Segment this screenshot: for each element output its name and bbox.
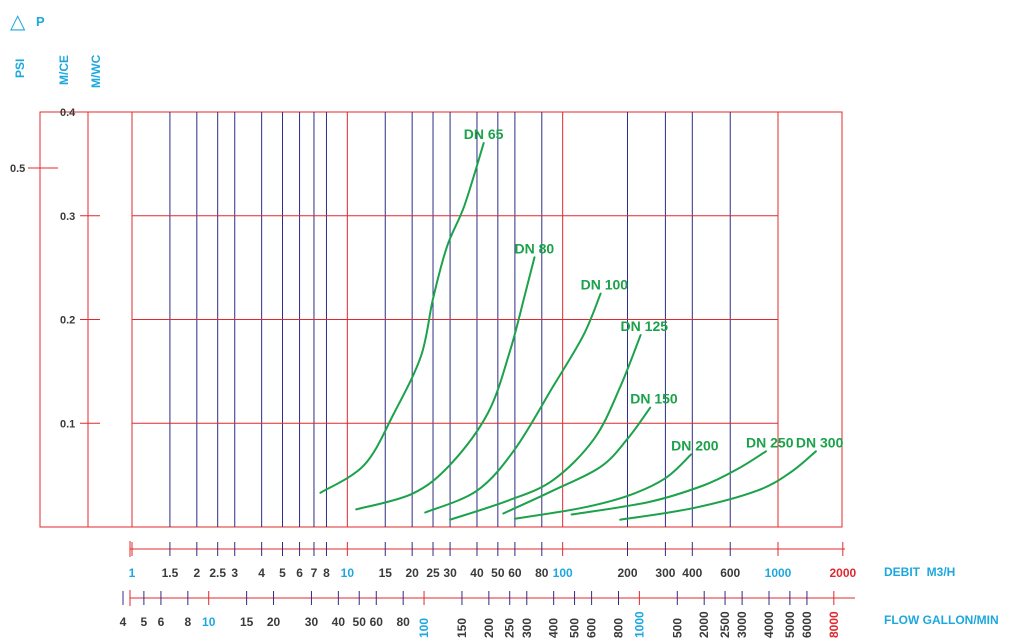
curve-dn-100 [424,292,602,514]
curve-dn-65 [319,142,485,494]
flow-tick-label: 50 [353,615,367,629]
unit-psi-label: PSI [13,59,27,78]
delta-symbol: △ [10,11,26,33]
debit-tick-label: 25 [426,566,440,580]
debit-tick-label: 15 [379,566,393,580]
x-axis-flow-gallon: 4 5 6 8 10 15 20 30 40 50 60 80 100 150 200 250 300 400 50… [120,590,855,638]
flow-tick-label: 2500 [718,611,732,638]
y-tick-label: 0.2 [60,315,75,327]
debit-tick-label: 30 [443,566,457,580]
flow-tick-label: 6000 [800,611,814,638]
series-label-dn-300: DN 300 [796,434,844,450]
unit-mce-label: M/CE [57,55,71,85]
debit-tick-label: 8 [323,566,330,580]
debit-tick-label: 600 [720,566,740,580]
flow-tick-label: 60 [370,615,384,629]
y-axes: 0.1 0.2 0.3 0.4 0.5 [10,107,100,430]
series-label-dn-80: DN 80 [515,240,555,256]
debit-tick-label: 400 [682,566,702,580]
series-label-dn-150: DN 150 [630,391,678,407]
debit-tick-label: 40 [470,566,484,580]
y-tick-label: 0.4 [60,107,76,119]
debit-tick-label: 3 [231,566,238,580]
flow-tick-label: 3000 [735,611,749,638]
curve-dn-150 [502,406,652,515]
flow-tick-label: 6 [158,615,165,629]
y-tick-label: 0.3 [60,211,75,223]
delta-label: P [36,14,45,29]
debit-tick-label: 60 [508,566,522,580]
series-label-dn-65: DN 65 [464,126,504,142]
debit-tick-label: 2 [193,566,200,580]
curve-dn-250 [570,450,767,516]
flow-tick-label: 2000 [697,611,711,638]
flow-tick-label: 500 [670,618,684,638]
flow-tick-label: 1000 [632,611,646,638]
flow-tick-label: 80 [396,615,410,629]
flow-tick-label: 200 [482,618,496,638]
debit-tick-label: 4 [258,566,265,580]
debit-tick-label: 2000 [829,566,856,580]
flow-tick-label: 400 [547,618,561,638]
flow-tick-label: 800 [612,618,626,638]
debit-tick-label: 100 [553,566,573,580]
series-label-dn-250: DN 250 [746,434,794,450]
debit-tick-label: 1 [129,566,136,580]
debit-tick-label: 1000 [765,566,792,580]
curve-dn-300 [619,450,817,521]
flow-tick-label: 100 [417,618,431,638]
flow-tick-label: 15 [240,615,254,629]
debit-tick-label: 10 [341,566,355,580]
debit-tick-label: 5 [279,566,286,580]
debit-tick-label: 2.5 [209,566,226,580]
series-label-dn-125: DN 125 [621,318,669,334]
debit-tick-label: 300 [655,566,675,580]
flow-tick-label: 600 [585,618,599,638]
unit-mwc-label: M/WC [89,54,103,88]
debit-tick-label: 200 [617,566,637,580]
flow-curves: DN 65 DN 80 DN 100 DN 125 DN 150 DN 200 DN 250… [319,126,844,521]
flow-tick-label: 8 [184,615,191,629]
x-axis-flow-label: FLOW GALLON/MIN [884,613,999,627]
flow-tick-label: 30 [305,615,319,629]
debit-tick-label: 7 [311,566,318,580]
x-axis-debit-label: DEBIT M3/H [884,565,955,579]
curve-dn-80 [355,256,536,511]
debit-tick-label: 6 [296,566,303,580]
flow-tick-label: 8000 [827,611,841,638]
curve-dn-125 [449,334,642,521]
flow-tick-label: 500 [568,618,582,638]
debit-tick-label: 50 [491,566,505,580]
flow-tick-label: 40 [332,615,346,629]
flow-tick-label: 5000 [783,611,797,638]
flow-tick-label: 4 [120,615,127,629]
chart-grid [132,112,779,527]
flow-tick-label: 300 [520,618,534,638]
flow-tick-label: 20 [267,615,281,629]
debit-tick-label: 1.5 [162,566,179,580]
series-label-dn-200: DN 200 [671,437,719,453]
flow-tick-label: 250 [503,618,517,638]
flow-tick-label: 5 [141,615,148,629]
series-label-dn-100: DN 100 [581,277,629,293]
debit-tick-label: 80 [535,566,549,580]
psi-tick-label: 0.5 [10,163,25,175]
flow-tick-label: 4000 [762,611,776,638]
flow-tick-label: 10 [202,615,216,629]
y-tick-label: 0.1 [60,418,75,430]
flow-tick-label: 150 [455,618,469,638]
curve-dn-200 [513,453,693,520]
debit-tick-label: 20 [405,566,419,580]
x-axis-debit: 1 1.5 2 2.5 3 4 5 6 7 8 10 15 20 25 30 40 50 60 80 100 200 30… [129,541,856,580]
